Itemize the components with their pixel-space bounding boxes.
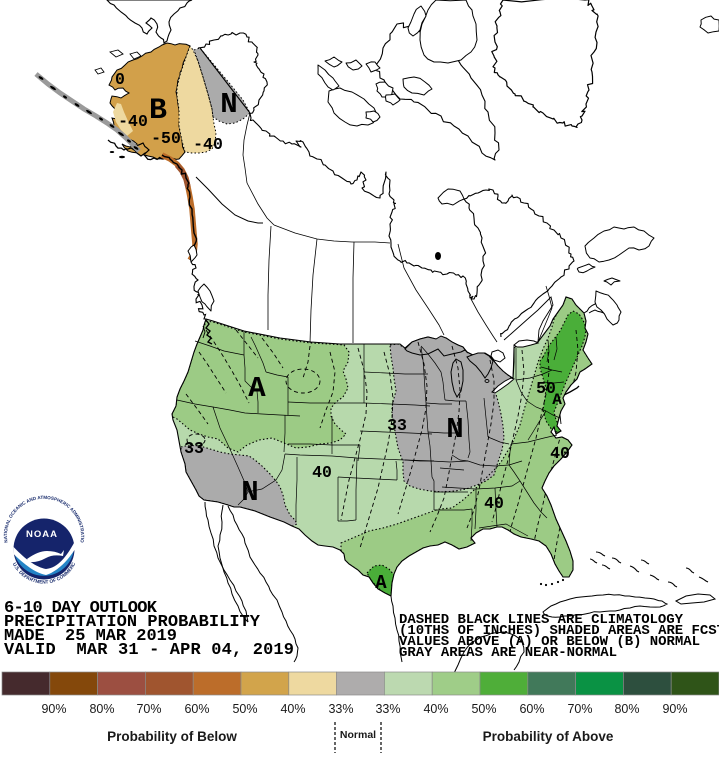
- svg-text:PRECIPITATION PROBABILITY: PRECIPITATION PROBABILITY: [4, 613, 261, 632]
- svg-text:A: A: [248, 372, 266, 405]
- svg-text:33: 33: [387, 416, 407, 435]
- svg-text:40: 40: [484, 494, 504, 513]
- svg-text:40: 40: [550, 444, 570, 463]
- svg-text:80%: 80%: [89, 702, 114, 716]
- svg-text:60%: 60%: [184, 702, 209, 716]
- svg-text:A: A: [375, 572, 387, 594]
- svg-text:VALUES ABOVE (A) OR BELOW (B): VALUES ABOVE (A) OR BELOW (B) NORMAL: [399, 634, 700, 650]
- svg-text:GRAY AREAS ARE NEAR-NORMAL: GRAY AREAS ARE NEAR-NORMAL: [399, 645, 617, 661]
- svg-text:50%: 50%: [471, 702, 496, 716]
- svg-text:50: 50: [536, 379, 556, 398]
- svg-text:40%: 40%: [280, 702, 305, 716]
- svg-text:VALID MAR 31 - APR 04, 2019: VALID MAR 31 - APR 04, 2019: [4, 641, 294, 660]
- svg-text:0: 0: [115, 70, 125, 89]
- svg-text:33: 33: [184, 439, 204, 458]
- svg-text:Probability of Above: Probability of Above: [483, 729, 614, 744]
- svg-text:N: N: [241, 476, 258, 509]
- svg-text:60%: 60%: [519, 702, 544, 716]
- svg-text:(10THS OF INCHES) SHADED AREAS: (10THS OF INCHES) SHADED AREAS ARE FCST: [399, 623, 719, 639]
- svg-text:33%: 33%: [328, 702, 353, 716]
- svg-text:DASHED BLACK LINES ARE CLIMATO: DASHED BLACK LINES ARE CLIMATOLOGY: [399, 612, 684, 628]
- svg-text:N: N: [220, 88, 237, 121]
- svg-text:70%: 70%: [567, 702, 592, 716]
- svg-text:6-10 DAY OUTLOOK: 6-10 DAY OUTLOOK: [4, 599, 158, 618]
- svg-text:Normal: Normal: [340, 729, 376, 741]
- svg-text:70%: 70%: [136, 702, 161, 716]
- svg-text:NOAA: NOAA: [26, 529, 58, 540]
- svg-text:N: N: [446, 413, 463, 446]
- svg-text:-40: -40: [193, 135, 223, 154]
- svg-text:50%: 50%: [232, 702, 257, 716]
- svg-text:MADE 25 MAR 2019: MADE 25 MAR 2019: [4, 627, 177, 646]
- svg-text:Probability of Below: Probability of Below: [107, 729, 237, 744]
- svg-text:80%: 80%: [614, 702, 639, 716]
- svg-text:90%: 90%: [41, 702, 66, 716]
- svg-text:90%: 90%: [662, 702, 687, 716]
- svg-text:-50: -50: [151, 129, 181, 148]
- svg-text:-40: -40: [118, 112, 148, 131]
- svg-text:B: B: [149, 94, 167, 128]
- svg-text:40: 40: [312, 463, 332, 482]
- svg-text:A: A: [552, 391, 562, 409]
- svg-text:33%: 33%: [375, 702, 400, 716]
- svg-text:40%: 40%: [423, 702, 448, 716]
